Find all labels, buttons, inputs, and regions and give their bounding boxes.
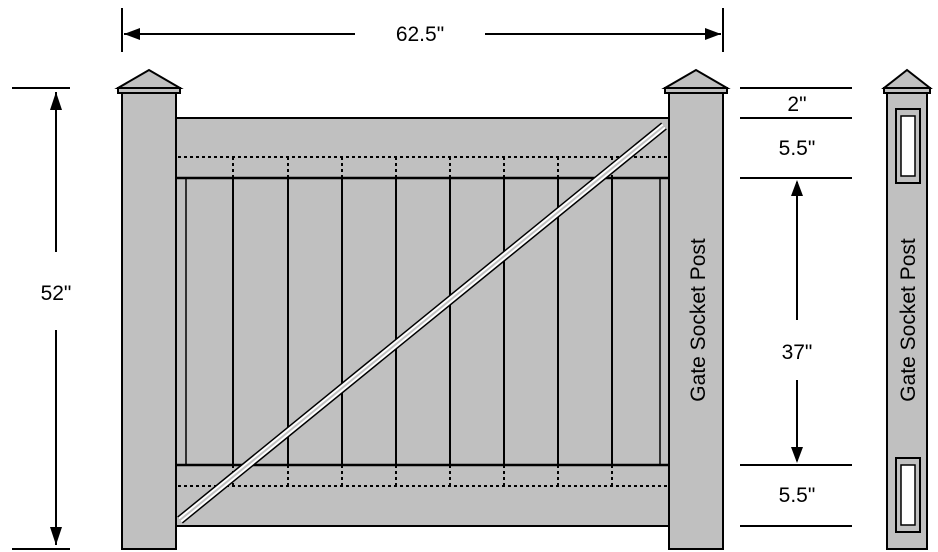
- width-label: 62.5": [396, 23, 444, 46]
- width-dimension: 62.5": [121, 8, 724, 52]
- rail-dimensions: 2" 5.5" 37" 5.5": [740, 87, 852, 527]
- left-post: [114, 68, 184, 550]
- gate-panel: [175, 117, 670, 527]
- gate-post-label: Gate Socket Post: [687, 238, 710, 402]
- picket-span-label: 37": [782, 341, 813, 364]
- gate-socket-post: Gate Socket Post: [661, 68, 731, 550]
- bottom-rail-label: 5.5": [779, 484, 816, 507]
- top-gap-label: 2": [787, 93, 806, 116]
- side-post-label: Gate Socket Post: [897, 238, 920, 402]
- side-socket-post: Gate Socket Post: [881, 68, 933, 550]
- diagonal-brace: [177, 122, 667, 524]
- top-rail-label: 5.5": [779, 137, 816, 160]
- height-dimension: 52": [12, 87, 72, 550]
- height-label: 52": [41, 282, 72, 305]
